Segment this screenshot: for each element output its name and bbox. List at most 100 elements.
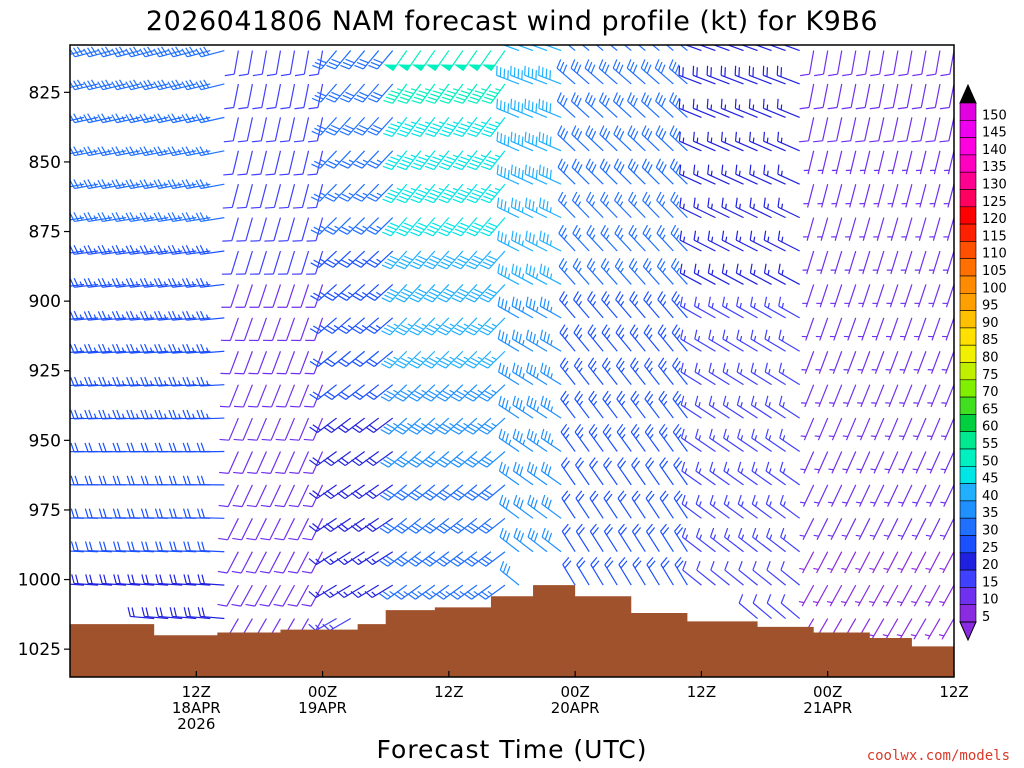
- wind-barb: [643, 357, 660, 386]
- wind-barb: [70, 283, 85, 287]
- wind-barb: [911, 117, 927, 143]
- wind-barb: [247, 451, 267, 474]
- wind-barb: [310, 183, 338, 202]
- wind-barb: [233, 417, 253, 441]
- wind-barb: [672, 390, 688, 419]
- wind-barb: [353, 83, 380, 103]
- wind-barb: [925, 518, 941, 541]
- wind-barb: [940, 50, 954, 77]
- wind-barb: [841, 551, 857, 574]
- wind-barb: [97, 277, 127, 288]
- wind-barb: [139, 179, 169, 190]
- wind-barb: [735, 197, 758, 219]
- wind-barb: [623, 45, 632, 52]
- wind-barb: [97, 212, 127, 223]
- wind-barb: [871, 351, 885, 374]
- wind-barb: [219, 451, 239, 474]
- wind-barb: [263, 317, 282, 342]
- wind-barb: [942, 284, 954, 308]
- wind-barb: [900, 317, 913, 341]
- colorbar-swatch: [959, 414, 977, 432]
- wind-barb: [512, 428, 534, 452]
- wind-barb: [182, 409, 211, 420]
- wind-barb: [381, 284, 408, 303]
- wind-barb: [928, 284, 941, 308]
- wind-barb: [181, 113, 211, 124]
- x-tick-label: 00Z: [308, 683, 337, 701]
- wind-barb: [813, 83, 829, 110]
- colorbar-label: 55: [982, 437, 999, 452]
- wind-barb: [914, 284, 927, 308]
- colorbar-swatch: [959, 431, 977, 450]
- wind-barb: [112, 376, 141, 387]
- wind-barb: [751, 428, 772, 452]
- colorbar-swatch: [959, 344, 977, 363]
- wind-barb: [139, 277, 169, 288]
- wind-barb: [942, 250, 954, 275]
- wind-barb: [182, 343, 211, 354]
- wind-barb: [310, 250, 338, 268]
- wind-barb: [801, 351, 815, 374]
- wind-barb: [524, 164, 548, 185]
- wind-barb: [515, 45, 534, 52]
- wind-barb: [449, 551, 478, 567]
- wind-barb: [195, 79, 225, 91]
- wind-barb: [928, 250, 941, 275]
- wind-barb: [338, 217, 366, 235]
- wind-barb: [656, 224, 674, 252]
- wind-barb: [631, 490, 646, 519]
- wind-barb: [309, 317, 337, 334]
- wind-barb: [845, 150, 857, 175]
- colorbar-label: 90: [982, 316, 999, 331]
- wind-barb: [817, 184, 829, 208]
- wind-barb: [219, 384, 239, 408]
- wind-barb: [231, 551, 253, 574]
- wind-barb: [111, 113, 141, 124]
- wind-barb: [574, 423, 590, 452]
- wind-barb: [140, 343, 169, 354]
- wind-barb: [364, 551, 394, 566]
- wind-barb: [435, 551, 464, 567]
- wind-barb: [526, 428, 548, 452]
- wind-barb: [720, 98, 744, 118]
- wind-barb: [153, 179, 183, 190]
- wind-barb: [153, 277, 183, 288]
- wind-barb: [734, 98, 758, 118]
- wind-barb: [70, 183, 85, 188]
- wind-barb: [779, 461, 800, 486]
- wind-barb: [351, 350, 380, 368]
- wind-barb: [575, 457, 590, 486]
- wind-barb: [126, 442, 155, 453]
- colorbar-swatch: [959, 241, 977, 259]
- wind-barb: [884, 50, 899, 77]
- wind-barb: [365, 417, 394, 434]
- colorbar-label: 105: [982, 264, 1007, 279]
- wind-barb: [641, 125, 660, 152]
- wind-barb: [855, 83, 871, 110]
- wind-barb: [859, 217, 871, 241]
- wind-barb: [70, 317, 71, 319]
- wind-barb: [629, 357, 646, 386]
- wind-barb: [111, 146, 141, 157]
- wind-barb: [367, 183, 394, 202]
- wind-barb: [599, 158, 618, 185]
- wind-barb: [112, 442, 141, 453]
- wind-barb: [679, 45, 688, 52]
- wind-barb: [884, 484, 899, 507]
- wind-barb: [139, 146, 169, 157]
- wind-barb: [84, 508, 113, 519]
- wind-barb: [854, 584, 871, 607]
- wind-barb: [871, 384, 885, 408]
- wind-barb: [830, 284, 843, 308]
- wind-barb: [126, 409, 155, 420]
- wind-barb: [70, 350, 85, 353]
- wind-barb: [884, 451, 899, 474]
- wind-barb: [169, 574, 197, 586]
- wind-barb: [353, 116, 380, 136]
- wind-barb: [942, 317, 954, 341]
- wind-barb: [278, 217, 296, 242]
- wind-barb: [681, 494, 702, 519]
- wind-barb: [155, 574, 183, 586]
- wind-barb: [602, 423, 618, 452]
- colorbar-swatch: [959, 396, 977, 415]
